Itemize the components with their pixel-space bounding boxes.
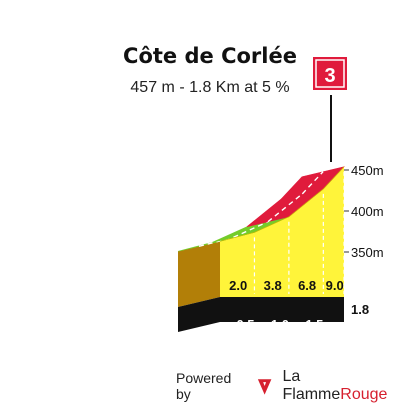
- brand-name: La FlammeRouge: [282, 368, 388, 403]
- segment-centerline: [233, 221, 269, 238]
- altitude-label: 400m: [351, 204, 384, 219]
- climb-profile-chart: 3 2.0 3.8 6.8 9.0 450m 400m 350m 0.5 1.0 1.5 1.8: [177, 57, 384, 332]
- category-flag: 3: [313, 57, 347, 162]
- distance-label: 1.8: [351, 302, 369, 317]
- altitude-label: 350m: [351, 245, 384, 260]
- powered-by-text: Powered by: [176, 370, 232, 402]
- profile-side-face: [178, 241, 220, 307]
- distance-label: 1.0: [271, 317, 289, 332]
- footer: Powered by La FlammeRouge: [176, 368, 405, 403]
- gradient-label: 2.0: [229, 278, 247, 293]
- gradient-label: 6.8: [298, 278, 316, 293]
- gradient-label: 9.0: [326, 278, 344, 293]
- distance-strip: [220, 297, 344, 322]
- category-number: 3: [324, 65, 335, 87]
- climb-title: Côte de Corlée: [123, 44, 297, 68]
- altitude-label: 450m: [351, 163, 384, 178]
- gradient-label: 3.8: [264, 278, 282, 293]
- distance-strip-side: [178, 297, 220, 332]
- flamme-logo-icon: [258, 379, 272, 395]
- flag-banner: [313, 57, 347, 90]
- climb-summary: 457 m - 1.8 Km at 5 %: [130, 79, 290, 96]
- distance-label: 1.5: [305, 317, 323, 332]
- profile-front-face: [220, 166, 344, 297]
- profile-top-edge: [219, 166, 345, 242]
- distance-label: 0.5: [236, 317, 254, 332]
- segment-centerline: [267, 193, 303, 223]
